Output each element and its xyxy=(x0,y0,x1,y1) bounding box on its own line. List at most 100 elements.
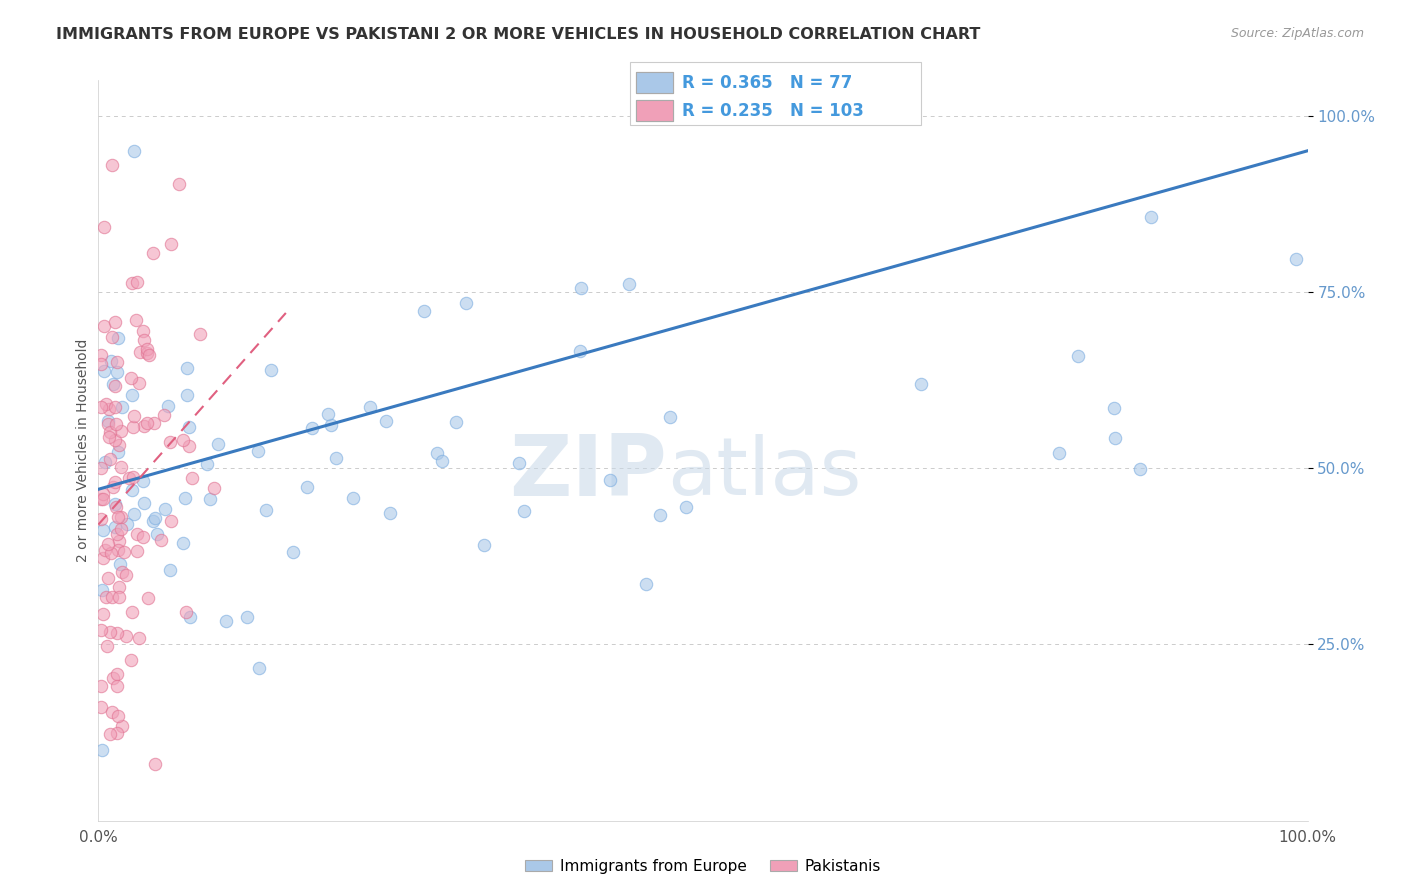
Point xyxy=(122,508,145,522)
Point xyxy=(254,503,277,517)
Point xyxy=(159,563,181,577)
Point xyxy=(247,443,270,458)
Point xyxy=(659,410,682,425)
Point xyxy=(157,399,180,413)
Point xyxy=(454,295,477,310)
Point xyxy=(160,236,183,251)
Point xyxy=(142,246,165,260)
Point xyxy=(110,424,132,438)
Point xyxy=(104,379,127,393)
Point xyxy=(97,571,120,585)
Point xyxy=(105,726,128,740)
Point xyxy=(910,377,932,392)
Point xyxy=(91,487,114,501)
Point xyxy=(160,514,183,528)
Point xyxy=(177,439,200,453)
Point xyxy=(100,546,122,560)
Text: ZIP: ZIP xyxy=(509,431,666,514)
Point xyxy=(129,345,152,359)
Point xyxy=(146,526,169,541)
Point xyxy=(301,420,323,434)
Point xyxy=(1129,462,1152,476)
Point xyxy=(98,430,121,444)
Point xyxy=(90,492,112,507)
Point xyxy=(94,455,117,469)
Point xyxy=(207,437,229,451)
Point xyxy=(96,639,118,653)
Point xyxy=(98,727,121,741)
Point xyxy=(91,583,114,598)
Point xyxy=(215,614,238,628)
Point xyxy=(114,567,136,582)
Point xyxy=(105,679,128,693)
Point xyxy=(121,276,143,290)
Point xyxy=(125,312,148,326)
Point xyxy=(121,388,143,402)
Point xyxy=(98,452,121,467)
Point xyxy=(121,420,143,434)
Point xyxy=(150,533,173,547)
Point xyxy=(176,361,198,376)
Point xyxy=(173,535,195,549)
Point xyxy=(325,450,347,465)
Point xyxy=(108,438,131,452)
Point xyxy=(105,666,128,681)
Point xyxy=(134,419,156,434)
Point xyxy=(91,551,114,566)
Point xyxy=(143,510,166,524)
Point xyxy=(115,629,138,643)
Point xyxy=(90,357,112,371)
Point xyxy=(1067,349,1090,363)
Point xyxy=(125,526,148,541)
Point xyxy=(105,355,128,369)
Point xyxy=(176,387,198,401)
Point xyxy=(181,471,204,485)
Point xyxy=(513,504,536,518)
Point xyxy=(413,304,436,318)
Point xyxy=(110,400,132,414)
Legend: Immigrants from Europe, Pakistanis: Immigrants from Europe, Pakistanis xyxy=(519,853,887,880)
Point xyxy=(1140,210,1163,224)
FancyBboxPatch shape xyxy=(637,72,672,93)
Point xyxy=(599,473,621,487)
Point xyxy=(107,331,129,345)
Point xyxy=(107,445,129,459)
Point xyxy=(90,679,112,693)
Point xyxy=(472,538,495,552)
Point xyxy=(104,433,127,447)
Point xyxy=(90,512,112,526)
Point xyxy=(375,414,398,428)
Point xyxy=(120,371,142,385)
Text: atlas: atlas xyxy=(666,434,860,512)
Point xyxy=(97,537,120,551)
Point xyxy=(508,456,530,470)
Point xyxy=(295,480,318,494)
Y-axis label: 2 or more Vehicles in Household: 2 or more Vehicles in Household xyxy=(76,339,90,562)
Point xyxy=(136,591,159,605)
Point xyxy=(132,333,155,347)
Point xyxy=(179,609,201,624)
Point xyxy=(159,435,181,450)
Point xyxy=(198,492,221,507)
Point xyxy=(260,363,283,377)
Point xyxy=(143,416,166,430)
Point xyxy=(110,509,132,524)
Point xyxy=(124,409,146,423)
Point xyxy=(634,577,657,591)
Point xyxy=(136,342,159,356)
Point xyxy=(569,344,592,359)
Point xyxy=(105,417,128,431)
Point xyxy=(112,545,135,559)
Point xyxy=(100,330,122,344)
Point xyxy=(108,557,131,571)
Point xyxy=(120,653,142,667)
Point xyxy=(127,544,149,558)
Point xyxy=(236,610,259,624)
Point xyxy=(111,719,134,733)
Point xyxy=(172,433,194,447)
Point xyxy=(195,458,218,472)
FancyBboxPatch shape xyxy=(630,62,921,125)
Text: IMMIGRANTS FROM EUROPE VS PAKISTANI 2 OR MORE VEHICLES IN HOUSEHOLD CORRELATION : IMMIGRANTS FROM EUROPE VS PAKISTANI 2 OR… xyxy=(56,27,980,42)
Point xyxy=(118,470,141,484)
Point xyxy=(103,400,125,414)
